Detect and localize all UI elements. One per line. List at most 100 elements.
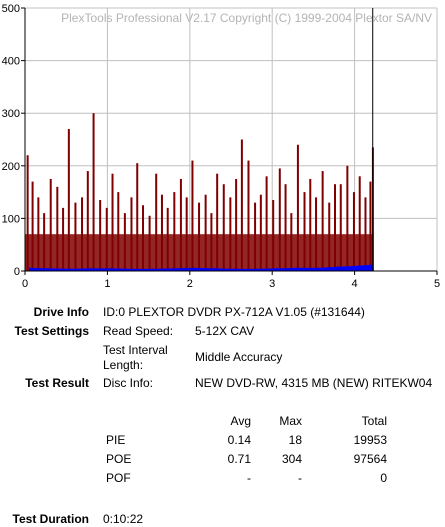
test-interval-value: Middle Accuracy <box>195 350 283 364</box>
poe-series <box>25 113 374 271</box>
poe-bar <box>247 160 250 271</box>
watermark: PlexTools Professional V2.17 Copyright (… <box>61 11 432 25</box>
poe-bar <box>216 173 219 271</box>
x-tick-label: 1 <box>104 278 110 290</box>
pie-series <box>28 264 373 271</box>
pie-point <box>316 267 319 269</box>
poe-bar <box>240 139 243 271</box>
y-tick-label: 200 <box>2 161 20 173</box>
poe-bar <box>278 168 281 271</box>
test-result-label: Test Result <box>25 376 89 390</box>
poe-bar <box>191 160 194 271</box>
pof-total: 0 <box>380 471 387 485</box>
drive-info-value: ID:0 PLEXTOR DVDR PX-712A V1.05 (#131644… <box>103 305 365 319</box>
poe-bar <box>136 163 139 271</box>
read-speed-value: 5-12X CAV <box>195 324 255 338</box>
pie-point <box>28 267 30 269</box>
pie-poe-chart: 0 100 200 300 400 500 0 1 2 3 4 5 PlexTools Profess… <box>2 3 440 290</box>
pie-point <box>193 267 195 269</box>
pie-point <box>234 268 236 270</box>
poe-bar <box>290 213 293 271</box>
x-tick-label: 4 <box>352 278 358 290</box>
y-tick-label: 300 <box>2 108 20 120</box>
test-interval-label-line2: Length: <box>103 358 144 372</box>
poe-bar <box>229 197 232 271</box>
poe-bar <box>328 202 331 271</box>
poe-avg: 0.71 <box>227 452 251 466</box>
poe-bar <box>67 128 70 271</box>
pie-point <box>110 267 113 269</box>
poe-bar <box>56 186 59 271</box>
pof-max: - <box>298 471 302 485</box>
pie-point <box>255 268 257 270</box>
pie-point <box>131 268 133 270</box>
x-tick-label: 0 <box>22 278 28 290</box>
x-tick-label: 2 <box>187 278 193 290</box>
poe-bar <box>155 173 158 271</box>
poe-bar <box>309 178 312 271</box>
poe-max: 304 <box>281 452 302 466</box>
total-header: Total <box>361 414 387 428</box>
poe-bar <box>31 181 34 271</box>
poe-bar <box>198 202 201 271</box>
pie-point <box>370 264 372 266</box>
poe-bar <box>123 213 126 271</box>
pie-total: 19953 <box>353 433 387 447</box>
pie-point <box>358 265 360 267</box>
poe-bar <box>364 197 367 271</box>
read-speed-label: Read Speed: <box>103 324 174 338</box>
poe-bar <box>339 184 342 271</box>
test-duration-label: Test Duration <box>12 512 89 526</box>
poe-bar <box>185 197 188 271</box>
drive-info-label: Drive Info <box>33 305 89 319</box>
poe-bar <box>105 207 108 271</box>
pie-point <box>275 267 277 269</box>
poe-bar <box>92 113 95 271</box>
poe-bar <box>99 199 102 271</box>
avg-header: Avg <box>230 414 251 428</box>
pie-point <box>296 267 298 269</box>
y-tick-label: 500 <box>2 3 20 15</box>
poe-bar <box>160 194 163 271</box>
pie-point <box>172 267 174 269</box>
pie-point <box>49 267 51 269</box>
x-tick-label: 3 <box>269 278 275 290</box>
pie-point <box>69 268 71 270</box>
poe-total: 97564 <box>353 452 387 466</box>
poe-bar <box>81 197 84 271</box>
poe-bar <box>235 178 238 271</box>
poe-bar <box>346 165 349 271</box>
poe-bar <box>179 178 182 271</box>
chart-grid <box>24 7 438 272</box>
poe-bar <box>352 192 355 271</box>
poe-bar <box>62 207 65 271</box>
poe-bar <box>166 207 169 271</box>
disc-info-label: Disc Info: <box>103 376 154 390</box>
y-tick-label: 0 <box>14 266 20 278</box>
poe-bar <box>210 213 213 271</box>
chart-tick-labels: 0 100 200 300 400 500 0 1 2 3 4 5 <box>2 3 440 290</box>
poe-bar <box>303 192 306 271</box>
pie-row-label: PIE <box>106 433 126 447</box>
x-tick-label: 5 <box>434 278 440 290</box>
poe-bar <box>142 205 145 271</box>
poe-bar <box>284 184 287 271</box>
poe-bar <box>265 176 268 271</box>
chart-axes <box>21 7 438 275</box>
poe-bar <box>26 155 29 271</box>
poe-bar <box>173 192 176 271</box>
pie-avg: 0.14 <box>227 433 251 447</box>
poe-row-label: POE <box>106 452 132 466</box>
poe-bar <box>296 144 299 271</box>
poe-bar <box>37 197 40 271</box>
poe-bar <box>358 176 361 271</box>
pie-max: 18 <box>288 433 302 447</box>
poe-bar <box>222 184 225 271</box>
pie-area <box>29 264 373 271</box>
poe-bar <box>148 215 151 271</box>
poe-bar <box>204 194 207 271</box>
poe-bar <box>49 178 52 271</box>
pie-point <box>152 268 154 270</box>
poe-bar <box>117 192 120 271</box>
disc-info-value: NEW DVD-RW, 4315 MB (NEW) RITEKW04 <box>195 376 433 390</box>
